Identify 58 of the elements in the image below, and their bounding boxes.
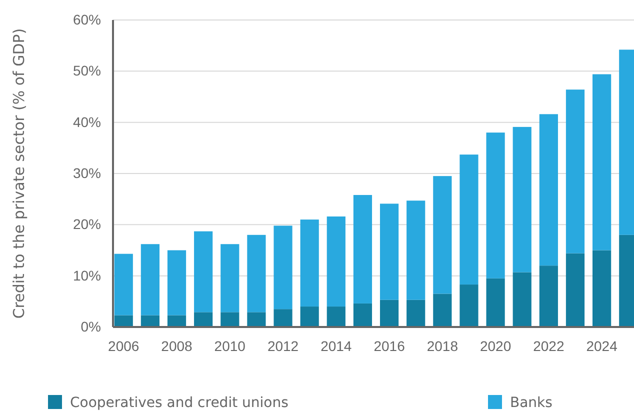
bar <box>220 312 240 327</box>
bar <box>353 303 372 327</box>
bar <box>326 306 346 327</box>
bar <box>274 226 292 310</box>
bar <box>300 306 319 327</box>
bar <box>353 194 372 304</box>
y-axis-title: Credit to the private sector (% of GDP) <box>10 28 28 319</box>
bar <box>592 74 612 250</box>
x-tick-label: 2018 <box>426 338 458 354</box>
y-tick-label: 30% <box>72 164 101 181</box>
bar <box>539 266 558 327</box>
bar <box>167 315 186 327</box>
bar <box>406 300 426 327</box>
legend-label: Banks <box>510 395 552 411</box>
bar <box>194 231 213 312</box>
bar <box>274 309 292 327</box>
bar <box>114 315 133 327</box>
bar <box>380 300 399 327</box>
bar <box>380 204 399 300</box>
bar <box>140 315 160 327</box>
bar <box>406 200 426 300</box>
bar <box>433 294 452 327</box>
bar <box>566 253 585 327</box>
bar <box>114 254 133 316</box>
x-tick-label: 2010 <box>214 338 246 354</box>
bar <box>512 272 532 327</box>
y-tick-label: 10% <box>72 267 101 284</box>
bar <box>512 126 532 272</box>
y-tick-label: 40% <box>72 114 101 130</box>
bar <box>167 250 186 316</box>
bar <box>300 220 319 307</box>
y-tick-label: 0% <box>80 318 101 334</box>
legend-label: Cooperatives and credit unions <box>70 395 288 411</box>
bar <box>326 216 346 307</box>
y-tick-label: 20% <box>72 216 101 232</box>
bar <box>194 312 213 327</box>
bar <box>247 312 266 327</box>
bar <box>460 154 478 285</box>
y-tick-label: 60% <box>72 11 101 28</box>
bar <box>486 278 505 327</box>
x-tick-label: 2024 <box>586 338 618 354</box>
x-tick-label: 2006 <box>108 338 140 354</box>
bar <box>247 234 266 312</box>
bar <box>460 284 478 327</box>
bar <box>592 250 612 327</box>
bar <box>433 176 452 294</box>
x-tick-label: 2008 <box>161 338 193 354</box>
x-tick-label: 2012 <box>267 338 299 354</box>
y-tick-label: 50% <box>72 62 101 79</box>
x-tick-label: 2020 <box>480 338 512 354</box>
x-tick-label: 2014 <box>320 338 352 354</box>
bar <box>220 244 240 312</box>
bar <box>539 114 558 266</box>
bar <box>566 90 585 254</box>
x-tick-label: 2022 <box>533 338 564 354</box>
bar <box>140 244 160 316</box>
x-tick-label: 2016 <box>374 338 406 354</box>
bar <box>486 132 505 278</box>
